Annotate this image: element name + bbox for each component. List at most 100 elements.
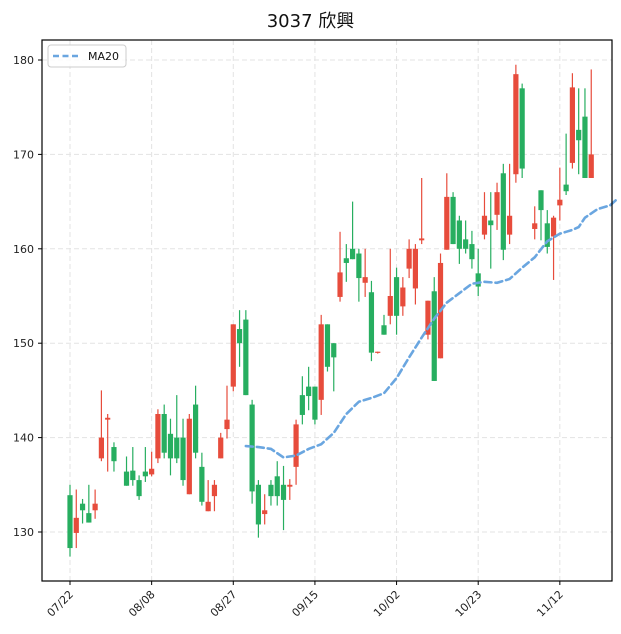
candle-up xyxy=(588,69,594,178)
candle-down xyxy=(174,395,180,464)
ma20-polyline xyxy=(244,198,618,459)
candle-down xyxy=(180,418,186,486)
candle-down xyxy=(123,456,130,486)
candle-up xyxy=(105,414,111,472)
candle-up xyxy=(230,324,236,392)
candle-down xyxy=(142,447,148,482)
candle-down xyxy=(393,267,400,335)
candle-up xyxy=(400,277,406,316)
candle-down xyxy=(563,133,569,195)
candle-down xyxy=(356,248,362,302)
plot-frame xyxy=(41,39,613,582)
x-tick-label: 08/08 xyxy=(126,588,158,620)
candle-down xyxy=(136,475,142,500)
candle-down xyxy=(350,201,356,260)
candle-up xyxy=(262,494,268,525)
y-tick-label: 160 xyxy=(13,243,34,256)
candle-down xyxy=(456,215,462,264)
candle-down xyxy=(236,310,243,367)
candle-up xyxy=(211,480,218,512)
candle-down xyxy=(576,88,582,175)
y-tick-label: 180 xyxy=(13,54,34,67)
candle-down xyxy=(500,163,506,261)
candle-up xyxy=(513,64,519,183)
candle-up xyxy=(155,409,161,464)
candle-down xyxy=(161,404,167,459)
candle-down xyxy=(249,399,255,504)
candle-down xyxy=(331,343,337,392)
legend-ma20-label: MA20 xyxy=(88,50,119,63)
candle-up xyxy=(375,351,381,354)
y-tick-label: 150 xyxy=(13,337,34,350)
candle-up xyxy=(569,73,575,169)
legend-box xyxy=(47,44,127,68)
candle-down xyxy=(299,376,305,425)
candle-up xyxy=(387,248,393,325)
y-tick-label: 170 xyxy=(13,148,34,161)
candle-down xyxy=(79,498,86,524)
candle-up xyxy=(186,414,192,495)
candle-down xyxy=(312,386,318,425)
candle-down xyxy=(193,385,199,459)
candle-down xyxy=(243,310,249,396)
x-tick-label: 10/23 xyxy=(453,588,485,620)
candle-up xyxy=(318,314,324,415)
candle-up xyxy=(532,206,538,240)
candle-down xyxy=(111,442,117,472)
candle-up xyxy=(149,451,155,477)
candle-down xyxy=(167,418,174,476)
candle-down xyxy=(268,480,274,506)
candle-down xyxy=(519,83,525,178)
candle-up xyxy=(406,239,412,279)
candle-up xyxy=(224,385,230,439)
candle-down xyxy=(582,88,588,178)
candle-up xyxy=(437,253,444,359)
candles xyxy=(67,64,594,557)
candle-up xyxy=(73,489,79,549)
candle-down xyxy=(544,210,550,254)
candle-up xyxy=(425,300,431,340)
y-tick-label: 130 xyxy=(13,526,34,539)
candle-up xyxy=(92,489,98,519)
candle-up xyxy=(412,244,418,305)
candle-down xyxy=(463,220,469,254)
candle-down xyxy=(469,230,475,269)
x-tick-label: 07/22 xyxy=(45,588,77,620)
candle-up xyxy=(444,173,450,250)
candle-up xyxy=(557,167,563,221)
candle-down xyxy=(324,324,331,372)
chart-title: 3037 欣興 xyxy=(266,11,355,32)
candle-down xyxy=(381,314,387,335)
candle-up xyxy=(419,178,425,245)
candle-down xyxy=(274,461,280,506)
candle-up xyxy=(205,480,211,512)
x-tick-label: 10/02 xyxy=(371,588,403,620)
candle-up xyxy=(550,215,557,280)
x-axis: 07/22 08/08 08/27 09/15 10/02 10/23 11/12 xyxy=(45,581,566,620)
y-axis: 130 140 150 160 170 180 xyxy=(13,54,42,539)
candle-up xyxy=(98,390,104,462)
candle-down xyxy=(538,190,544,241)
y-tick-label: 140 xyxy=(13,432,34,445)
x-tick-label: 08/27 xyxy=(208,588,240,620)
candle-up xyxy=(287,479,293,500)
ma20-line xyxy=(244,198,618,459)
grid-lines xyxy=(42,40,612,581)
candle-down xyxy=(255,480,261,538)
legend: MA20 xyxy=(47,44,127,68)
candle-down xyxy=(368,280,375,362)
x-tick-label: 11/12 xyxy=(534,588,566,620)
candle-down xyxy=(130,447,136,486)
candle-up xyxy=(481,192,488,240)
candle-down xyxy=(343,244,349,282)
candle-down xyxy=(475,248,481,296)
candle-up xyxy=(293,419,299,485)
candle-down xyxy=(280,465,287,531)
candle-down xyxy=(199,452,205,506)
candle-up xyxy=(337,231,343,302)
candle-up xyxy=(362,248,368,297)
candle-down xyxy=(67,484,73,557)
candle-up xyxy=(218,432,224,459)
candle-down xyxy=(450,192,456,245)
